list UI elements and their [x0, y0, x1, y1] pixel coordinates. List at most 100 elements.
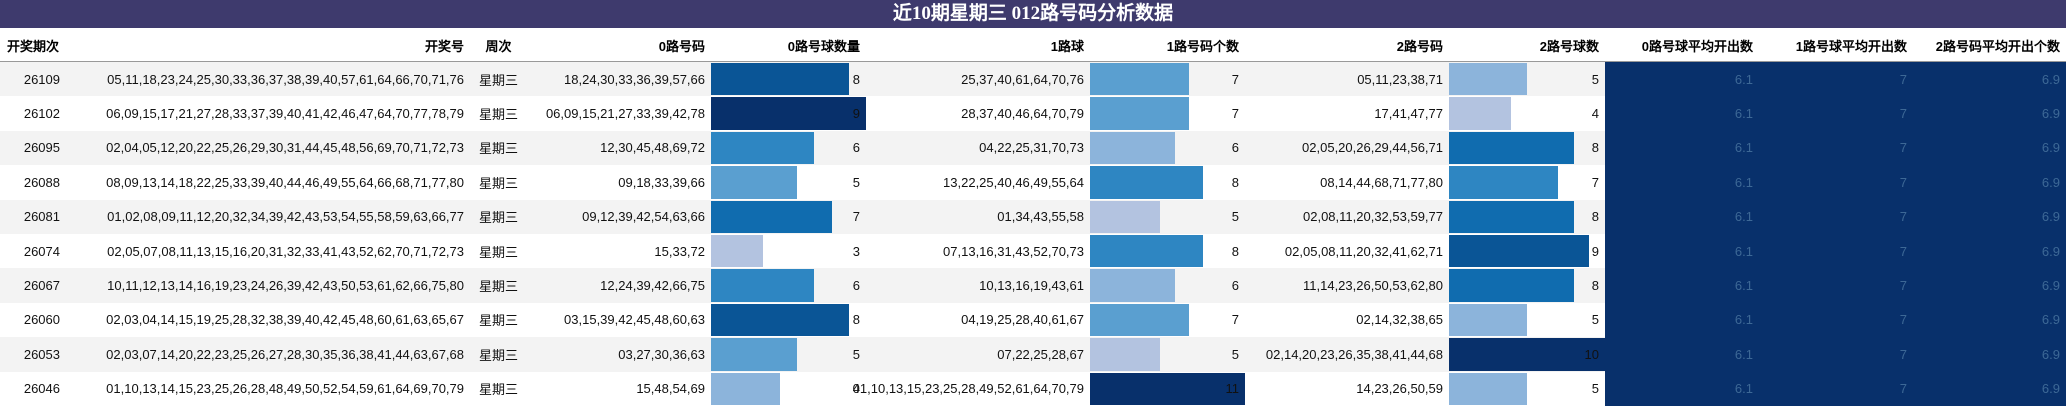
cell: 5	[1591, 312, 1599, 328]
cell: 02,08,11,20,32,53,59,77	[1303, 209, 1443, 225]
data-bar	[1449, 338, 1605, 371]
cell: 9	[852, 106, 860, 122]
data-bar	[1090, 269, 1175, 302]
cell: 26074	[23, 243, 60, 259]
cell: 4	[1591, 106, 1599, 122]
cell: 7	[1591, 174, 1599, 190]
cell: 01,34,43,55,58	[997, 209, 1084, 225]
cell: 26088	[23, 174, 60, 190]
cell: 28,37,40,46,64,70,79	[961, 106, 1084, 122]
data-bar	[711, 372, 780, 405]
cell: 09,12,39,42,54,63,66	[582, 209, 705, 225]
cell: 13,22,25,40,46,49,55,64	[943, 174, 1084, 190]
cell: 6	[852, 140, 860, 156]
cell: 17,41,47,77	[1374, 106, 1443, 122]
heat-cell: 6.1	[1605, 96, 1759, 131]
cell: 05,11,23,38,71	[1357, 71, 1443, 87]
cell: 7	[1231, 312, 1239, 328]
cell: 02,04,05,12,20,22,25,26,29,30,31,44,45,4…	[106, 140, 464, 156]
header-cell: 周次	[485, 38, 512, 54]
data-bar	[1449, 63, 1527, 96]
heat-cell: 6.1	[1605, 337, 1759, 372]
heat-cell: 7	[1759, 302, 1913, 338]
data-bar	[711, 97, 866, 130]
cell: 02,05,08,11,20,32,41,62,71	[1284, 243, 1443, 259]
heat-cell: 7	[1759, 199, 1913, 234]
cell: 26081	[23, 209, 60, 225]
heat-cell: 6.9	[1913, 234, 2066, 269]
cell: 11	[1225, 381, 1240, 397]
data-bar	[711, 166, 798, 199]
data-bar	[1090, 338, 1161, 371]
cell: 星期三	[478, 244, 518, 260]
cell: 11,14,23,26,50,53,62,80	[1303, 278, 1443, 294]
cell: 5	[1591, 381, 1599, 397]
data-bar	[1449, 269, 1574, 302]
cell: 4	[852, 381, 860, 397]
data-bar	[1449, 97, 1512, 130]
cell: 26046	[23, 381, 60, 397]
data-bar	[1449, 372, 1527, 405]
cell: 03,15,39,42,45,48,60,63	[564, 312, 705, 328]
cell: 26109	[23, 71, 60, 87]
cell: 12,30,45,48,69,72	[600, 140, 705, 156]
header-cell: 0路号球数量	[787, 38, 860, 54]
heat-cell: 7	[1759, 62, 1913, 97]
heat-cell: 6.9	[1913, 165, 2066, 200]
cell: 02,03,07,14,20,22,23,25,26,27,28,30,35,3…	[106, 346, 464, 362]
cell: 07,13,16,31,43,52,70,73	[943, 243, 1084, 259]
data-bar	[1449, 166, 1559, 199]
cell: 12,24,39,42,66,75	[600, 278, 705, 294]
cell: 3	[852, 243, 860, 259]
cell: 02,03,04,14,15,19,25,28,32,38,39,40,42,4…	[106, 312, 464, 328]
heat-cell: 6.9	[1913, 62, 2066, 97]
cell: 15,33,72	[654, 243, 705, 259]
heat-cell: 6.9	[1913, 337, 2066, 372]
cell: 08,14,44,68,71,77,80	[1320, 174, 1443, 190]
heat-cell: 6.1	[1605, 371, 1759, 406]
data-bar	[1090, 372, 1245, 405]
data-bar	[1090, 200, 1161, 233]
cell: 5	[852, 174, 860, 190]
heat-cell: 7	[1759, 165, 1913, 200]
heat-cell: 6.1	[1605, 268, 1759, 303]
cell: 5	[1231, 209, 1239, 225]
data-bar	[1090, 235, 1203, 268]
cell: 8	[852, 71, 860, 87]
heat-cell: 6.1	[1605, 62, 1759, 97]
cell: 7	[1231, 106, 1239, 122]
cell: 8	[1591, 140, 1599, 156]
cell: 5	[1591, 71, 1599, 87]
cell: 8	[852, 312, 860, 328]
cell: 8	[1231, 243, 1239, 259]
cell: 15,48,54,69	[636, 381, 705, 397]
heat-cell: 6.1	[1605, 130, 1759, 166]
heat-cell: 7	[1759, 337, 1913, 372]
data-bar	[1090, 97, 1189, 130]
cell: 星期三	[478, 313, 518, 329]
header-cell: 0路号球平均开出数	[1641, 38, 1753, 54]
cell: 10,11,12,13,14,16,19,23,24,26,39,42,43,5…	[107, 278, 464, 294]
cell: 04,22,25,31,70,73	[979, 140, 1084, 156]
heat-cell: 6.9	[1913, 199, 2066, 234]
cell: 5	[852, 346, 860, 362]
heat-cell: 6.9	[1913, 130, 2066, 166]
cell: 03,27,30,36,63	[618, 346, 705, 362]
header-cell: 开奖期次	[6, 38, 59, 54]
data-bar	[1449, 200, 1574, 233]
cell: 06,09,15,21,27,33,39,42,78	[545, 106, 705, 122]
cell: 05,11,18,23,24,25,30,33,36,37,38,39,40,5…	[107, 71, 464, 87]
heat-cell: 6.1	[1605, 165, 1759, 200]
cell: 星期三	[478, 141, 518, 157]
cell: 9	[1591, 243, 1599, 259]
heat-cell: 6.1	[1605, 302, 1759, 338]
heat-cell: 7	[1759, 371, 1913, 406]
data-bar	[711, 200, 832, 233]
heat-cell: 7	[1759, 96, 1913, 131]
cell: 26095	[23, 140, 60, 156]
header-cell: 2路号码	[1396, 38, 1443, 54]
header-cell: 1路球	[1050, 38, 1084, 54]
heat-cell: 6.9	[1913, 302, 2066, 338]
data-bar	[711, 338, 798, 371]
